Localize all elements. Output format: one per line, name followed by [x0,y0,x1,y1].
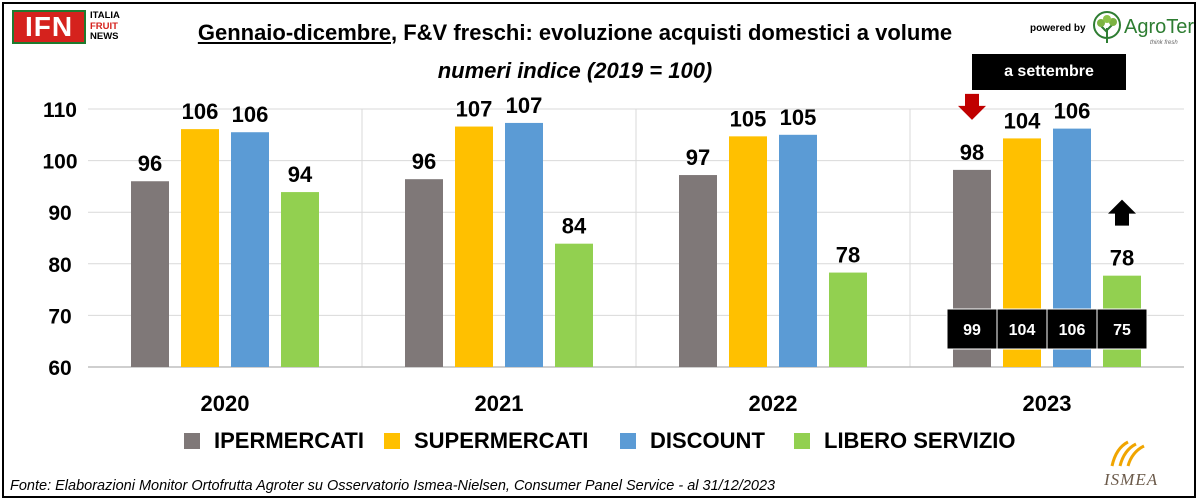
arrow-down-icon [958,93,986,120]
legend-label-discount: DISCOUNT [650,428,765,453]
legend-swatch-ipermercati [184,433,200,449]
data-label-libero-servizio-2020: 94 [288,162,313,187]
x-category-label: 2023 [1023,391,1072,416]
bar-libero-servizio-2021 [555,243,593,367]
september-value-box [946,308,998,350]
y-tick-label: 100 [42,151,77,174]
agroter-tagline: think fresh [1150,40,1178,46]
x-category-label: 2021 [475,391,524,416]
data-label-libero-servizio-2023: 78 [1110,246,1134,271]
chart-subtitle: numeri indice (2019 = 100) [437,58,713,83]
bar-discount-2020 [231,132,269,367]
ifn-word-3: NEWS [90,31,119,42]
ifn-logo: IFN ITALIA FRUIT NEWS [12,10,132,44]
september-value-label: 75 [1113,322,1131,339]
data-label-supermercati-2021: 107 [456,97,493,122]
bar-libero-servizio-2022 [829,272,867,367]
y-tick-label: 90 [48,202,71,225]
chart-title: Gennaio-dicembre, F&V freschi: evoluzion… [140,20,1010,46]
y-tick-label: 80 [48,254,71,277]
ifn-word-1: ITALIA [90,10,120,21]
september-value-label: 106 [1059,322,1086,339]
x-category-label: 2022 [749,391,798,416]
ismea-name: ISMEA [1104,470,1159,489]
bar-discount-2022 [779,134,817,367]
chart-title-rest: , F&V freschi: evoluzione acquisti domes… [391,20,953,45]
x-category-label: 2020 [201,391,250,416]
data-label-ipermercati-2023: 98 [960,140,984,165]
data-label-supermercati-2022: 105 [730,106,767,131]
bar-supermercati-2021 [455,126,493,367]
data-label-ipermercati-2022: 97 [686,145,710,170]
legend-item-supermercati: SUPERMERCATI [384,428,588,454]
ifn-mark: IFN [12,10,86,44]
data-label-libero-servizio-2021: 84 [562,214,587,239]
bar-ipermercati-2021 [405,179,443,367]
data-label-supermercati-2023: 104 [1004,108,1041,133]
powered-by-label: powered by [1030,23,1086,34]
bar-supermercati-2020 [181,129,219,367]
legend-label-ipermercati: IPERMERCATI [214,428,364,453]
agroter-logo: AgroTer think fresh [1090,10,1194,50]
data-label-ipermercati-2021: 96 [412,149,436,174]
legend-swatch-libero-servizio [794,433,810,449]
bar-supermercati-2022 [729,136,767,367]
ifn-wordmark: ITALIA FRUIT NEWS [90,10,120,43]
legend-label-supermercati: SUPERMERCATI [414,428,589,453]
legend-swatch-discount [620,433,636,449]
september-badge: a settembre [972,54,1126,90]
data-label-discount-2020: 106 [232,102,269,127]
legend-item-libero-servizio: LIBERO SERVIZIO [794,428,1016,454]
bar-ipermercati-2020 [131,181,169,367]
ismea-mark-icon [1110,440,1145,467]
agroter-tree-icon [1093,11,1121,43]
ismea-logo: ISMEA [1098,436,1188,496]
september-value-box [1096,308,1148,350]
legend-label-libero-servizio: LIBERO SERVIZIO [824,428,1016,453]
bar-ipermercati-2022 [679,175,717,367]
september-value-label: 99 [963,322,981,339]
data-label-supermercati-2020: 106 [182,99,219,124]
legend-swatch-supermercati [384,433,400,449]
y-tick-label: 60 [48,357,71,380]
y-tick-label: 70 [48,305,71,328]
ifn-word-2: FRUIT [90,20,118,32]
september-value-box [996,308,1048,350]
chart-legend: IPERMERCATI SUPERMERCATI DISCOUNT LIBERO… [0,428,1200,462]
data-label-libero-servizio-2022: 78 [836,243,860,268]
agroter-name: AgroTer [1124,16,1195,38]
chart-title-period: Gennaio-dicembre [197,20,391,45]
legend-item-ipermercati: IPERMERCATI [184,428,364,454]
y-tick-label: 110 [43,99,77,122]
bar-libero-servizio-2020 [281,192,319,367]
data-label-discount-2023: 106 [1054,99,1091,124]
bar-discount-2021 [505,122,543,367]
data-label-discount-2022: 105 [780,105,817,130]
data-label-discount-2021: 107 [506,93,543,118]
data-label-ipermercati-2020: 96 [138,151,162,176]
september-value-label: 104 [1009,322,1036,339]
legend-item-discount: DISCOUNT [620,428,765,454]
source-footnote: Fonte: Elaborazioni Monitor Ortofrutta A… [10,478,776,494]
arrow-up-icon [1108,199,1136,226]
